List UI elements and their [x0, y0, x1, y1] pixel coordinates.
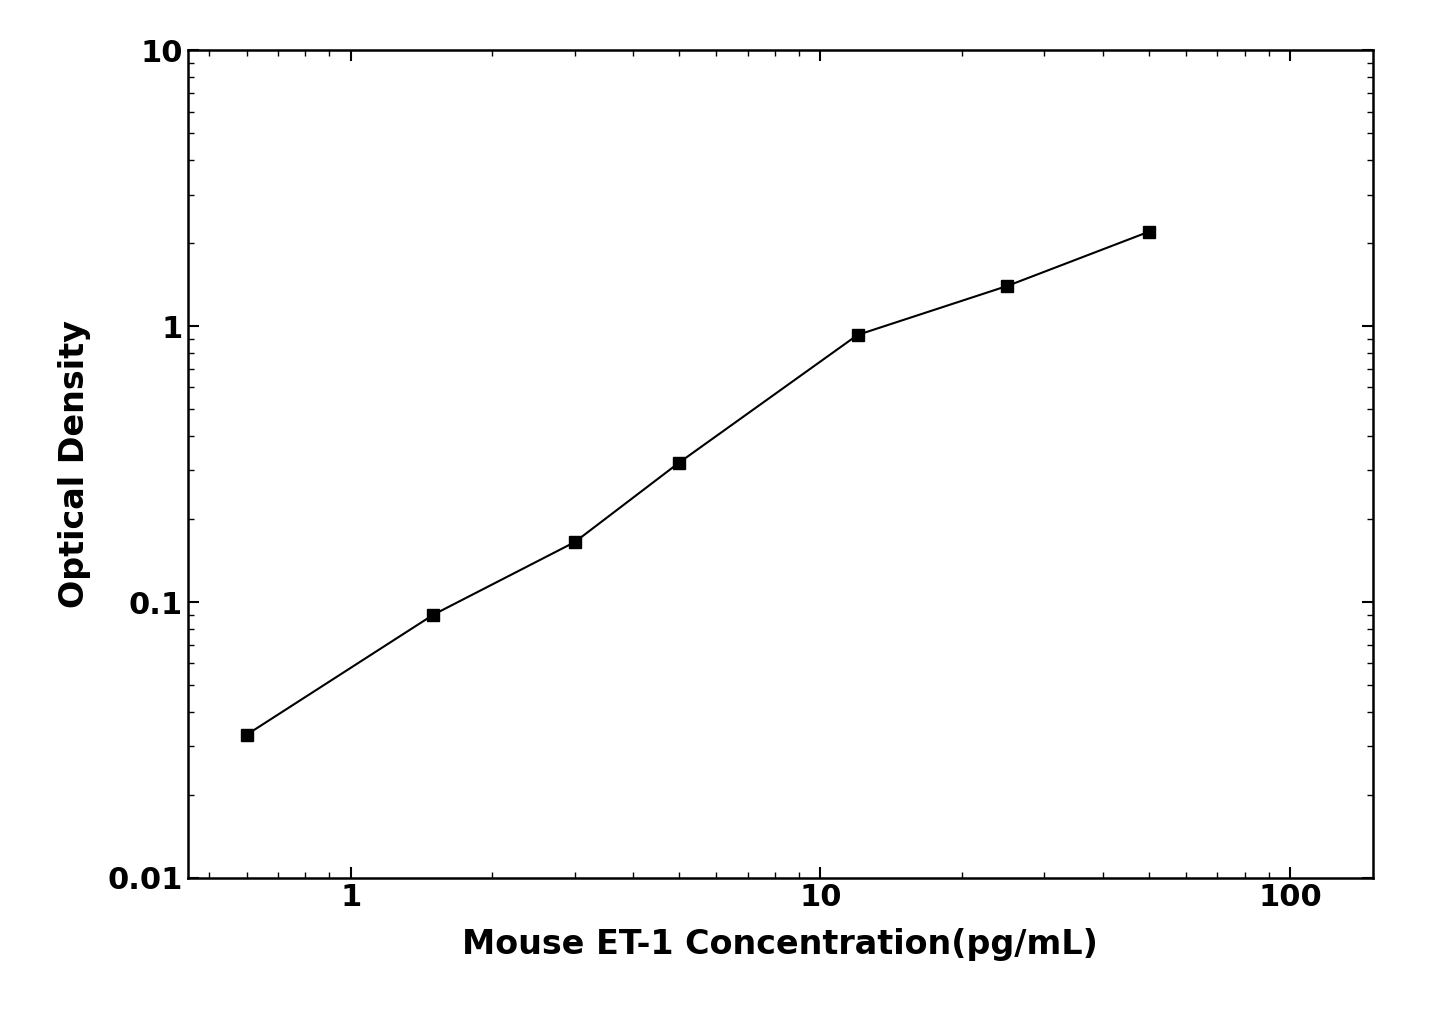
X-axis label: Mouse ET-1 Concentration(pg/mL): Mouse ET-1 Concentration(pg/mL)	[462, 928, 1098, 962]
Y-axis label: Optical Density: Optical Density	[58, 320, 91, 608]
